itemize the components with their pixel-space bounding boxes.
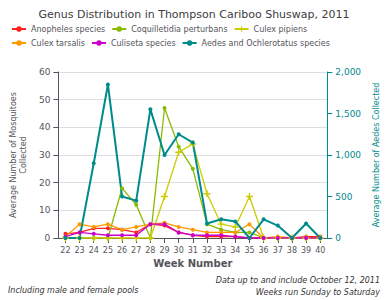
svg-text:35: 35 [244,246,254,255]
svg-text:24: 24 [89,246,99,255]
svg-text:1,000: 1,000 [335,150,361,160]
svg-text:Average Number of Mosquitoes: Average Number of Mosquitoes [9,92,18,218]
svg-text:29: 29 [159,246,169,255]
svg-text:32: 32 [202,246,212,255]
svg-text:0: 0 [335,233,341,243]
svg-text:40: 40 [315,246,325,255]
svg-text:38: 38 [287,246,297,255]
svg-text:1,500: 1,500 [335,109,361,119]
svg-text:39: 39 [301,246,311,255]
svg-text:26: 26 [117,246,127,255]
svg-text:Genus Distribution in Thompson: Genus Distribution in Thompson Cariboo S… [38,8,349,21]
svg-text:10: 10 [39,205,51,215]
svg-text:23: 23 [74,246,84,255]
svg-text:Including male and female pool: Including male and female pools [8,286,138,295]
svg-text:36: 36 [259,246,269,255]
svg-text:500: 500 [335,192,352,202]
svg-text:31: 31 [188,246,198,255]
svg-text:Culex pipiens: Culex pipiens [254,25,308,34]
svg-text:Week Number: Week Number [153,258,232,269]
svg-text:25: 25 [103,246,113,255]
svg-text:30: 30 [174,246,184,255]
svg-text:2,000: 2,000 [335,67,361,77]
svg-text:Weeks run Sunday to Saturday: Weeks run Sunday to Saturday [256,288,381,297]
svg-text:33: 33 [216,246,226,255]
svg-text:Data up to and include October: Data up to and include October 12, 2011 [216,276,380,285]
svg-text:Coquilletidia perturbans: Coquilletidia perturbans [131,25,227,34]
svg-text:34: 34 [230,246,240,255]
svg-text:37: 37 [273,246,283,255]
svg-text:Culex tarsalis: Culex tarsalis [31,39,85,48]
svg-text:30: 30 [39,150,51,160]
svg-text:Collected: Collected [19,136,28,173]
svg-text:60: 60 [39,67,51,77]
svg-text:50: 50 [39,95,51,105]
svg-text:20: 20 [39,178,51,188]
svg-text:22: 22 [60,246,70,255]
svg-text:40: 40 [39,122,51,132]
svg-text:0: 0 [45,233,51,243]
svg-text:28: 28 [145,246,155,255]
svg-text:27: 27 [131,246,141,255]
svg-text:Anopheles species: Anopheles species [31,25,105,34]
svg-text:Aedes and Ochlerotatus species: Aedes and Ochlerotatus species [202,39,330,48]
svg-text:Average Number of Aedes Collec: Average Number of Aedes Collected [372,83,381,228]
svg-text:Culiseta species: Culiseta species [111,39,176,48]
